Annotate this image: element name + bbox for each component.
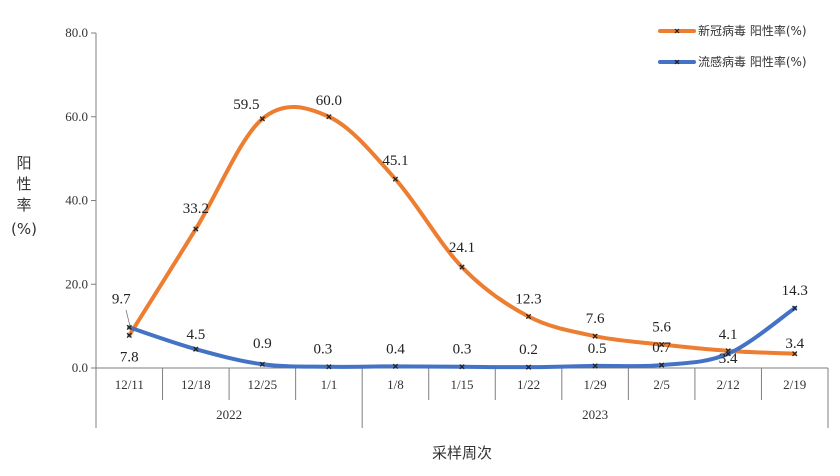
data-point-covid: [792, 351, 798, 357]
data-label-covid: 24.1: [449, 240, 475, 256]
data-point-flu: [459, 364, 465, 370]
data-point-flu: [658, 362, 665, 368]
x-tick-label: 2/19: [783, 377, 806, 392]
x-tick-label: 2/12: [717, 377, 740, 392]
data-label-covid: 4.1: [719, 327, 738, 343]
data-point-flu: [392, 363, 399, 369]
data-point-covid: [193, 226, 199, 232]
data-label-flu: 0.7: [652, 340, 671, 356]
data-label-flu: 0.3: [453, 342, 472, 358]
y-axis-title-part: (%): [11, 220, 37, 238]
data-point-covid: [126, 332, 132, 338]
data-label-covid: 7.6: [586, 311, 605, 327]
data-label-flu: 0.2: [519, 342, 538, 358]
legend-item-flu: 流感病毒 阳性率(%): [658, 54, 807, 69]
series-line-flu: [127, 306, 797, 370]
data-label-covid: 33.2: [183, 201, 209, 217]
data-label-flu: 0.5: [588, 341, 607, 357]
x-tick-label: 12/25: [248, 377, 278, 392]
x-tick-label: 12/18: [181, 377, 211, 392]
data-point-flu: [326, 364, 332, 370]
x-tick-label: 12/11: [115, 377, 144, 392]
data-label-flu: 3.4: [719, 351, 738, 367]
y-axis-title: 阳性率 (%): [11, 154, 37, 238]
data-label-covid: 45.1: [382, 153, 408, 169]
data-label-flu: 4.5: [186, 327, 205, 343]
data-point-covid: [658, 341, 665, 348]
legend: 新冠病毒 阳性率(%) 流感病毒 阳性率(%): [658, 23, 807, 69]
data-label-flu: 0.4: [386, 341, 405, 357]
x-tick-label: 2/5: [653, 377, 670, 392]
label-leader-line: [125, 309, 131, 327]
y-tick-label: 0.0: [72, 360, 88, 375]
x-tick-label: 1/1: [321, 377, 338, 392]
x-tick-label: 1/29: [584, 377, 607, 392]
data-label-covid: 60.0: [316, 93, 342, 109]
data-label-flu: 14.3: [782, 283, 808, 299]
data-label-covid: 59.5: [233, 97, 259, 113]
axes: 0.0 20.0 40.0 60.0 80.0 12/11 12/18 12/25 1/1 1/8…: [65, 25, 829, 428]
data-point-covid: [392, 176, 399, 182]
data-label-flu: 9.7: [112, 291, 131, 307]
y-axis-title-part: 率: [16, 196, 31, 214]
data-label-covid: 12.3: [515, 291, 541, 307]
data-point-covid: [525, 313, 532, 320]
x-tick-label: 1/8: [387, 377, 404, 392]
data-label-covid: 3.4: [785, 336, 804, 352]
x-tick-label: 1/15: [450, 377, 473, 392]
series-layer: [126, 104, 798, 370]
data-point-flu: [525, 364, 532, 370]
data-point-flu: [259, 361, 266, 367]
data-point-covid: [259, 116, 266, 122]
data-point-covid: [592, 333, 598, 339]
y-tick-label: 20.0: [65, 276, 88, 291]
data-point-flu: [725, 351, 731, 357]
year-label: 2022: [216, 407, 242, 422]
legend-item-covid: 新冠病毒 阳性率(%): [658, 23, 807, 38]
data-point-covid: [326, 114, 332, 120]
y-axis-title-part: 阳: [16, 154, 31, 172]
data-label-flu: 0.3: [314, 342, 333, 358]
data-point-covid: [459, 264, 465, 270]
y-tick-label: 80.0: [65, 25, 88, 40]
data-point-flu: [126, 324, 132, 331]
legend-label: 新冠病毒 阳性率(%): [698, 23, 807, 38]
data-point-flu: [792, 305, 798, 311]
data-label-flu: 0.9: [253, 336, 272, 352]
data-label-covid: 7.8: [120, 349, 139, 365]
year-label: 2023: [582, 407, 608, 422]
data-label-covid: 5.6: [652, 320, 671, 336]
x-axis-title: 采样周次: [432, 444, 492, 462]
series-line-covid: [127, 104, 797, 356]
data-labels: 7.8 33.2 59.5 60.0 45.1 24.1 12.3 7.6 5.6 4.1 3.4 9…: [112, 93, 808, 367]
y-tick-label: 60.0: [65, 109, 88, 124]
legend-label: 流感病毒 阳性率(%): [698, 54, 807, 69]
x-tick-label: 1/22: [517, 377, 540, 392]
y-axis-title-part: 性: [16, 175, 31, 193]
data-point-flu: [592, 363, 598, 369]
y-tick-label: 40.0: [65, 193, 88, 208]
data-point-flu: [193, 346, 199, 352]
